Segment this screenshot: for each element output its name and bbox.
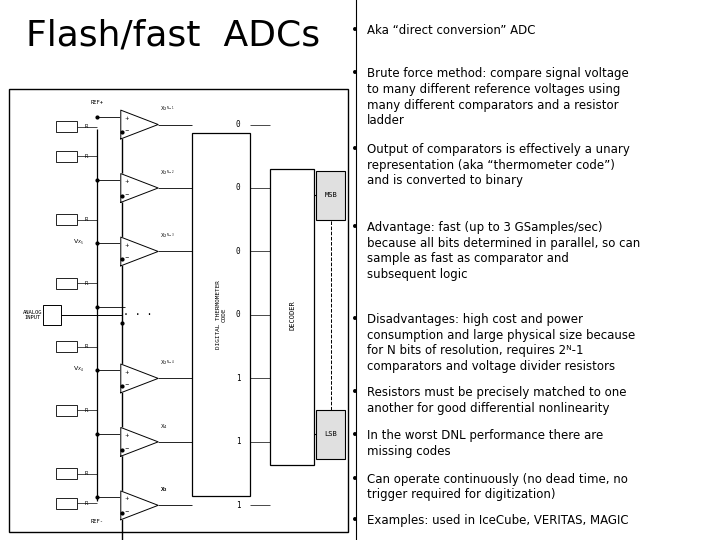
Text: •: • <box>351 24 359 37</box>
Text: X$_2$: X$_2$ <box>160 485 168 494</box>
Polygon shape <box>121 173 158 202</box>
Text: •: • <box>351 313 359 326</box>
Text: Disadvantages: high cost and power
consumption and large physical size because
f: Disadvantages: high cost and power consu… <box>367 313 636 373</box>
Text: •: • <box>351 221 359 234</box>
Text: R: R <box>85 501 89 505</box>
Text: Flash/fast  ADCs: Flash/fast ADCs <box>26 19 320 53</box>
Bar <box>56 151 76 162</box>
Text: +: + <box>125 116 130 120</box>
Text: R: R <box>85 408 89 413</box>
Text: V$_{X_5}$: V$_{X_5}$ <box>73 238 84 247</box>
Text: ANALOG
INPUT: ANALOG INPUT <box>22 309 42 320</box>
Text: +: + <box>125 369 130 375</box>
Text: · · ·: · · · <box>123 310 153 320</box>
Text: •: • <box>351 429 359 442</box>
Text: X$_3$: X$_3$ <box>160 485 168 494</box>
Text: X$_4$: X$_4$ <box>160 422 168 431</box>
Text: REF+: REF+ <box>91 100 104 105</box>
Bar <box>9 89 348 532</box>
Text: 0: 0 <box>235 310 240 320</box>
Text: 1: 1 <box>235 374 240 383</box>
Text: Can operate continuously (no dead time, no
trigger required for digitization): Can operate continuously (no dead time, … <box>367 472 628 501</box>
Text: +: + <box>125 433 130 438</box>
Text: 0: 0 <box>235 184 240 192</box>
Text: •: • <box>351 386 359 399</box>
Polygon shape <box>121 237 158 266</box>
Text: R: R <box>85 281 89 286</box>
Bar <box>56 468 76 479</box>
Bar <box>56 404 76 416</box>
Polygon shape <box>121 110 158 139</box>
Text: 1: 1 <box>235 437 240 447</box>
Polygon shape <box>121 364 158 393</box>
Text: MSB: MSB <box>325 192 337 198</box>
Text: R: R <box>85 471 89 476</box>
Text: X$_{2^{N-3}}$: X$_{2^{N-3}}$ <box>160 232 174 240</box>
Text: R: R <box>85 344 89 349</box>
Text: R: R <box>85 217 89 222</box>
Text: •: • <box>351 68 359 80</box>
Bar <box>56 278 76 289</box>
Text: 0: 0 <box>235 247 240 256</box>
Text: R: R <box>85 124 89 129</box>
Text: +: + <box>125 242 130 247</box>
Text: Brute force method: compare signal voltage
to many different reference voltages : Brute force method: compare signal volta… <box>367 68 629 127</box>
Polygon shape <box>121 491 158 519</box>
Text: Aka “direct conversion” ADC: Aka “direct conversion” ADC <box>367 24 536 37</box>
Text: −: − <box>125 255 130 260</box>
Text: −: − <box>125 192 130 197</box>
Text: −: − <box>125 382 130 387</box>
Text: X$_{2^{N-4}}$: X$_{2^{N-4}}$ <box>160 359 174 367</box>
Text: −: − <box>125 129 130 133</box>
Bar <box>316 410 345 459</box>
Text: Examples: used in IceCube, VERITAS, MAGIC: Examples: used in IceCube, VERITAS, MAGI… <box>367 514 629 527</box>
Bar <box>42 305 61 325</box>
Text: 0: 0 <box>235 120 240 129</box>
Polygon shape <box>121 428 158 456</box>
Text: X$_{2^{N-2}}$: X$_{2^{N-2}}$ <box>160 168 174 177</box>
Text: V$_{X_4}$: V$_{X_4}$ <box>73 364 84 374</box>
Text: DECODER: DECODER <box>289 300 295 330</box>
Text: +: + <box>125 496 130 502</box>
Bar <box>192 133 250 496</box>
Text: REF-: REF- <box>91 519 104 524</box>
Text: −: − <box>125 446 130 451</box>
Text: R: R <box>85 154 89 159</box>
Text: Output of comparators is effectively a unary
representation (aka “thermometer co: Output of comparators is effectively a u… <box>367 143 630 187</box>
Text: In the worst DNL performance there are
missing codes: In the worst DNL performance there are m… <box>367 429 603 458</box>
Text: +: + <box>125 179 130 184</box>
Bar <box>56 121 76 132</box>
Bar <box>56 341 76 352</box>
Bar <box>56 497 76 509</box>
Bar <box>316 171 345 220</box>
Text: X$_{2^{N-1}}$: X$_{2^{N-1}}$ <box>160 105 174 113</box>
Text: Resistors must be precisely matched to one
another for good differential nonline: Resistors must be precisely matched to o… <box>367 386 626 415</box>
Text: •: • <box>351 143 359 156</box>
Text: 1: 1 <box>235 501 240 510</box>
Text: •: • <box>351 472 359 485</box>
Text: DIGITAL THERMOMETER
CODE: DIGITAL THERMOMETER CODE <box>216 280 226 349</box>
Text: −: − <box>125 509 130 514</box>
Text: •: • <box>351 514 359 527</box>
Text: Advantage: fast (up to 3 GSamples/sec)
because all bits determined in parallel, : Advantage: fast (up to 3 GSamples/sec) b… <box>367 221 641 281</box>
Text: LSB: LSB <box>325 431 337 437</box>
Bar <box>56 214 76 225</box>
Bar <box>270 169 315 465</box>
